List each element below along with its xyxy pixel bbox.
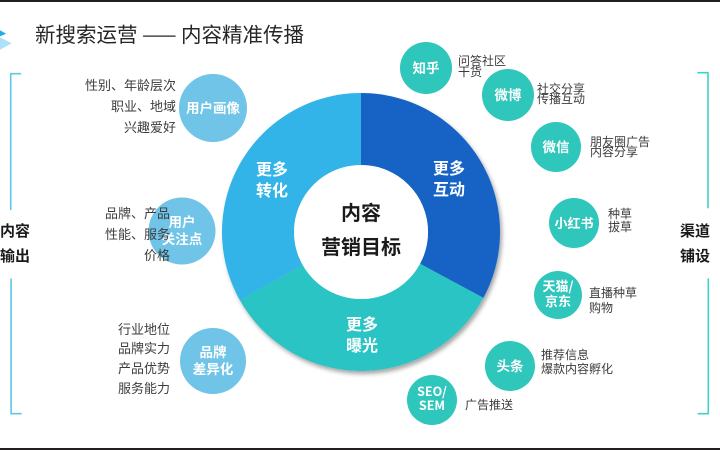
svg-text:兴趣爱好: 兴趣爱好 <box>124 117 176 136</box>
svg-text:内容分享: 内容分享 <box>590 143 638 160</box>
svg-text:行业地位: 行业地位 <box>118 319 170 338</box>
svg-text:内容: 内容 <box>0 220 30 241</box>
svg-text:头条: 头条 <box>497 355 525 375</box>
svg-text:铺设: 铺设 <box>680 245 710 266</box>
svg-text:内容: 内容 <box>341 197 381 226</box>
svg-text:爆款内容孵化: 爆款内容孵化 <box>541 360 613 377</box>
svg-text:干货: 干货 <box>458 63 482 80</box>
svg-text:微博: 微博 <box>495 84 523 104</box>
svg-text:广告推送: 广告推送 <box>465 396 513 413</box>
svg-text:知乎: 知乎 <box>413 57 440 77</box>
svg-text:购物: 购物 <box>589 299 613 316</box>
svg-text:服务能力: 服务能力 <box>118 378 170 397</box>
svg-text:差异化: 差异化 <box>193 358 234 378</box>
svg-text:京东: 京东 <box>545 291 571 310</box>
svg-text:传播互动: 传播互动 <box>537 90 585 107</box>
svg-text:小红书: 小红书 <box>554 213 593 232</box>
svg-text:品牌、产品: 品牌、产品 <box>105 203 170 222</box>
svg-text:新搜索运营 —— 内容精准传播: 新搜索运营 —— 内容精准传播 <box>35 18 304 48</box>
svg-text:微信: 微信 <box>543 136 570 156</box>
svg-text:产品优势: 产品优势 <box>118 358 170 377</box>
svg-text:渠道: 渠道 <box>680 220 710 241</box>
svg-text:品牌实力: 品牌实力 <box>118 338 170 357</box>
svg-text:营销目标: 营销目标 <box>321 231 401 260</box>
svg-text:拔草: 拔草 <box>608 218 632 235</box>
svg-text:性能、服务: 性能、服务 <box>105 224 170 243</box>
svg-text:性别、年龄层次: 性别、年龄层次 <box>85 75 176 94</box>
svg-text:输出: 输出 <box>0 245 30 266</box>
svg-text:职业、地域: 职业、地域 <box>111 96 176 115</box>
svg-text:价格: 价格 <box>144 245 170 264</box>
svg-text:转化: 转化 <box>256 177 288 201</box>
svg-text:SEM: SEM <box>419 395 445 414</box>
svg-text:曝光: 曝光 <box>346 332 378 356</box>
svg-text:互动: 互动 <box>433 176 465 200</box>
svg-text:用户画像: 用户画像 <box>186 97 240 117</box>
